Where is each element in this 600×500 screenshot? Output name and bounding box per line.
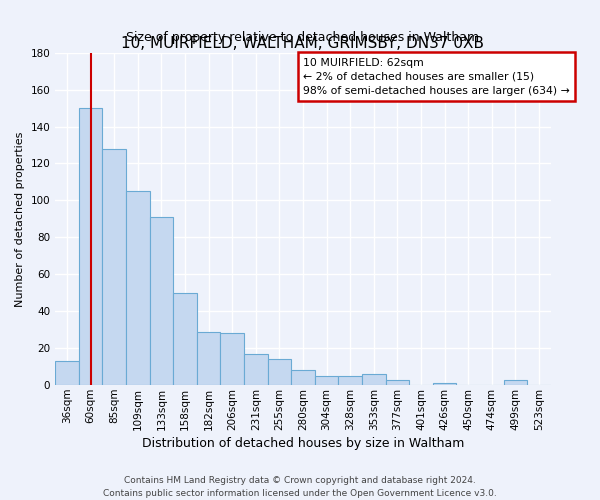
Bar	[103, 148, 126, 385]
Bar	[79, 108, 103, 385]
Bar	[362, 374, 386, 385]
Bar	[291, 370, 315, 385]
Bar	[433, 384, 457, 385]
Bar	[244, 354, 268, 385]
Bar	[338, 376, 362, 385]
Y-axis label: Number of detached properties: Number of detached properties	[15, 131, 25, 306]
Title: 10, MUIRFIELD, WALTHAM, GRIMSBY, DN37 0XB: 10, MUIRFIELD, WALTHAM, GRIMSBY, DN37 0X…	[121, 36, 484, 52]
Text: Size of property relative to detached houses in Waltham: Size of property relative to detached ho…	[127, 32, 479, 44]
Bar	[173, 293, 197, 385]
Bar	[149, 217, 173, 385]
Text: Contains HM Land Registry data © Crown copyright and database right 2024.
Contai: Contains HM Land Registry data © Crown c…	[103, 476, 497, 498]
Bar	[315, 376, 338, 385]
Bar	[268, 360, 291, 385]
Bar	[503, 380, 527, 385]
Bar	[197, 332, 220, 385]
Text: 10 MUIRFIELD: 62sqm
← 2% of detached houses are smaller (15)
98% of semi-detache: 10 MUIRFIELD: 62sqm ← 2% of detached hou…	[303, 58, 570, 96]
Bar	[386, 380, 409, 385]
Bar	[55, 361, 79, 385]
X-axis label: Distribution of detached houses by size in Waltham: Distribution of detached houses by size …	[142, 437, 464, 450]
Bar	[220, 334, 244, 385]
Bar	[126, 191, 149, 385]
